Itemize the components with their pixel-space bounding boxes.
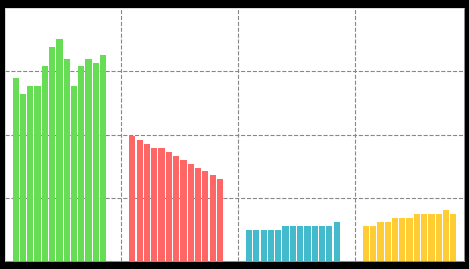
- Bar: [290, 226, 296, 261]
- Bar: [275, 230, 281, 261]
- Bar: [392, 218, 398, 261]
- Bar: [319, 226, 325, 261]
- Bar: [217, 179, 223, 261]
- Bar: [42, 66, 48, 261]
- Bar: [253, 230, 259, 261]
- Bar: [13, 78, 19, 261]
- Bar: [210, 175, 216, 261]
- Bar: [297, 226, 303, 261]
- Bar: [370, 226, 376, 261]
- Bar: [363, 226, 369, 261]
- Bar: [144, 144, 150, 261]
- Bar: [399, 218, 405, 261]
- Bar: [268, 230, 274, 261]
- Bar: [428, 214, 435, 261]
- Bar: [20, 94, 26, 261]
- Bar: [151, 148, 158, 261]
- Bar: [385, 222, 391, 261]
- Bar: [304, 226, 310, 261]
- Bar: [34, 86, 41, 261]
- Bar: [421, 214, 427, 261]
- Bar: [78, 66, 84, 261]
- Bar: [64, 59, 70, 261]
- Bar: [450, 214, 456, 261]
- Bar: [159, 148, 165, 261]
- Bar: [71, 86, 77, 261]
- Bar: [261, 230, 267, 261]
- Bar: [202, 171, 208, 261]
- Bar: [85, 59, 91, 261]
- Bar: [188, 164, 194, 261]
- Bar: [414, 214, 420, 261]
- Bar: [246, 230, 252, 261]
- Bar: [195, 168, 201, 261]
- Bar: [100, 55, 106, 261]
- Bar: [407, 218, 413, 261]
- Bar: [377, 222, 384, 261]
- Bar: [49, 47, 55, 261]
- Bar: [173, 156, 179, 261]
- Bar: [311, 226, 318, 261]
- Bar: [93, 62, 99, 261]
- Bar: [282, 226, 288, 261]
- Bar: [436, 214, 442, 261]
- Bar: [129, 136, 136, 261]
- Bar: [180, 160, 187, 261]
- Bar: [443, 210, 449, 261]
- Bar: [326, 226, 333, 261]
- Bar: [333, 222, 340, 261]
- Bar: [166, 152, 172, 261]
- Bar: [136, 140, 143, 261]
- Bar: [27, 86, 33, 261]
- Bar: [56, 39, 62, 261]
